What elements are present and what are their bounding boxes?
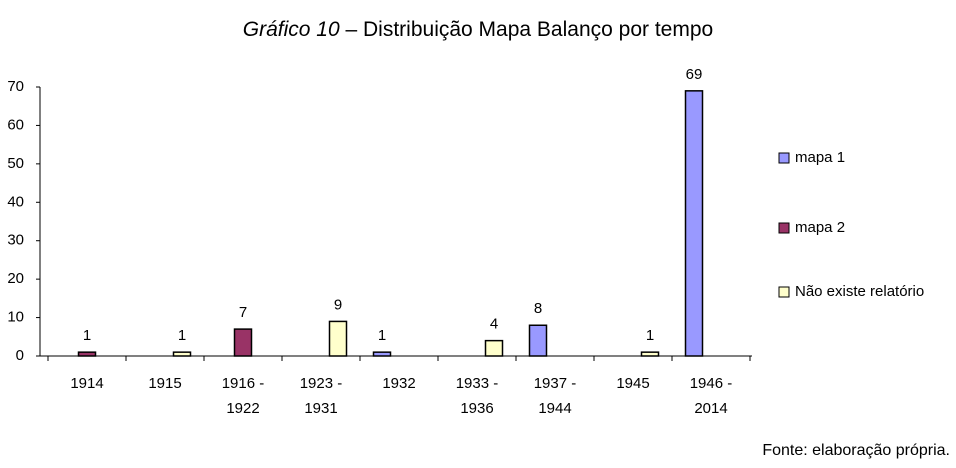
x-tick-label: 1923 -1931 (300, 375, 343, 417)
data-label: 1 (646, 327, 654, 344)
legend-swatch (778, 286, 790, 298)
x-tick-label: 1915 (148, 375, 181, 392)
y-tick-label: 30 (7, 232, 24, 249)
bar (328, 320, 348, 357)
y-tick-label: 0 (16, 347, 24, 364)
legend-swatch (778, 222, 790, 234)
data-label: 1 (378, 327, 386, 344)
y-tick-label: 70 (7, 78, 24, 95)
y-tick-label: 40 (7, 193, 24, 210)
bar (372, 351, 392, 357)
data-label: 4 (490, 316, 498, 333)
data-label: 1 (83, 327, 91, 344)
data-label: 7 (239, 304, 247, 321)
bar (484, 339, 504, 357)
legend-label: Não existe relatório (795, 283, 924, 300)
bar (640, 351, 660, 357)
chart-title: Gráfico 10 – Distribuição Mapa Balanço p… (243, 18, 713, 41)
legend-label: mapa 1 (795, 149, 845, 166)
data-label: 69 (686, 66, 703, 83)
bar (684, 90, 704, 357)
y-tick-label: 20 (7, 270, 24, 287)
legend-label: mapa 2 (795, 219, 845, 236)
x-tick-label: 1916 -1922 (222, 375, 265, 417)
x-tick-label: 1932 (382, 375, 415, 392)
data-label: 1 (178, 327, 186, 344)
x-tick-label: 1933 -1936 (456, 375, 499, 417)
y-tick-label: 60 (7, 116, 24, 133)
bar (528, 324, 548, 357)
x-tick-label: 1937 -1944 (534, 375, 577, 417)
data-label: 9 (334, 296, 342, 313)
x-tick-label: 1946 -2014 (690, 375, 733, 417)
bar (233, 328, 253, 357)
bar (172, 351, 192, 357)
source-note: Fonte: elaboração própria. (762, 442, 950, 459)
y-tick-label: 50 (7, 155, 24, 172)
bar (77, 351, 97, 357)
y-tick-label: 10 (7, 309, 24, 326)
legend-swatch (778, 152, 790, 164)
x-tick-label: 1914 (70, 375, 103, 392)
x-tick-label: 1945 (616, 375, 649, 392)
data-label: 8 (534, 300, 542, 317)
